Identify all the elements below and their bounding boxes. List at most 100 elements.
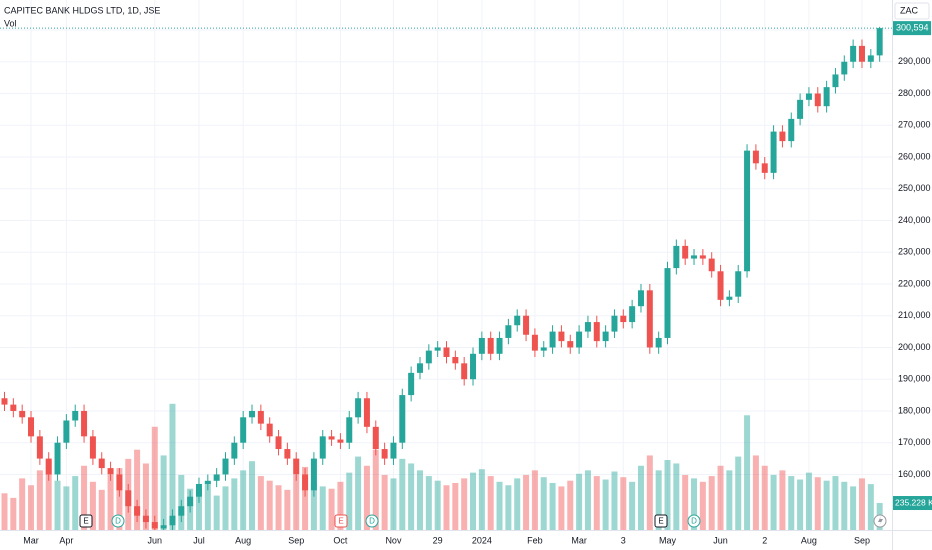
x-tick-label: Aug (801, 535, 817, 545)
y-tick-label: 240,000 (898, 215, 931, 225)
candle-body (195, 483, 202, 497)
event-marker[interactable] (687, 514, 701, 528)
volume-bar (337, 481, 344, 530)
event-marker[interactable] (79, 514, 93, 528)
last-volume-box (893, 496, 932, 511)
candle-body (134, 506, 141, 516)
volume-bar (293, 474, 300, 530)
candle-body (169, 515, 176, 526)
volume-bar (549, 482, 556, 530)
volume-bar (81, 465, 88, 530)
candle-body (284, 449, 291, 459)
x-tick-label: Mar (23, 535, 39, 545)
volume-bar (487, 476, 494, 530)
y-tick-label: 170,000 (898, 437, 931, 447)
volume-bar (346, 472, 353, 530)
y-tick-label: 230,000 (898, 247, 931, 257)
volume-bar (452, 482, 459, 530)
event-label: D (691, 517, 697, 526)
y-tick-label: 200,000 (898, 342, 931, 352)
candle-body (328, 436, 335, 440)
candle-body (54, 442, 61, 475)
volume-bar (531, 470, 538, 530)
y-tick-label: 220,000 (898, 278, 931, 288)
volume-bar (151, 426, 158, 530)
x-tick-label: Sep (854, 535, 870, 545)
event-marker[interactable] (654, 514, 668, 528)
candle-body (761, 163, 768, 173)
candle-body (558, 331, 565, 342)
x-tick-label: Sep (288, 535, 304, 545)
volume-bar (823, 480, 830, 530)
volume-bar (841, 481, 848, 530)
volume-bar (788, 476, 795, 530)
x-tick-label: Oct (333, 535, 348, 545)
volume-bar (805, 472, 812, 530)
candle-body (443, 347, 450, 357)
volume-bar (160, 455, 167, 530)
volume-bar (620, 477, 627, 530)
x-tick-label: 2024 (472, 535, 492, 545)
candle-body (142, 515, 149, 523)
volume-bar (89, 481, 96, 530)
candle-body (496, 337, 503, 354)
volume-bar (222, 486, 229, 530)
candle-body (814, 93, 821, 107)
candle-body (487, 337, 494, 354)
candle-body (611, 315, 618, 332)
volume-title: Vol (4, 18, 17, 28)
volume-bar (284, 489, 291, 530)
candle-body (655, 337, 662, 348)
candle-body (867, 55, 874, 62)
event-marker[interactable] (334, 514, 348, 528)
volume-bar (195, 492, 202, 530)
currency-box[interactable] (894, 2, 930, 20)
event-marker[interactable] (111, 514, 125, 528)
volume-bar (319, 486, 326, 530)
volume-bar (204, 482, 211, 530)
volume-bar (36, 470, 43, 530)
volume-bar (558, 486, 565, 530)
event-label: E (658, 517, 663, 526)
candle-body (36, 436, 43, 459)
candle-body (355, 398, 362, 418)
volume-bar (461, 478, 468, 530)
candle-body (204, 480, 211, 484)
volume-bar (593, 476, 600, 530)
candle-body (125, 490, 132, 507)
volume-bar (744, 415, 751, 530)
volume-bar (381, 474, 388, 530)
candle-body (744, 150, 751, 272)
candle-body (602, 331, 609, 342)
candle-body (72, 410, 79, 421)
volume-bar (425, 476, 432, 530)
candle-body (160, 525, 167, 529)
volume-bar (584, 470, 591, 530)
volume-bar (355, 456, 362, 530)
candle-body (752, 150, 759, 164)
candle-body (293, 458, 300, 475)
x-tick-label: May (659, 535, 677, 545)
volume-bar (629, 481, 636, 530)
candle-body (346, 417, 353, 443)
currency[interactable]: ZAC (900, 5, 919, 15)
volume-bar (249, 461, 256, 530)
volume-bar (363, 465, 370, 530)
volume-bar (708, 476, 715, 530)
candle-body (98, 458, 105, 469)
volume-bar (655, 470, 662, 530)
volume-bar (98, 489, 105, 530)
event-marker[interactable] (365, 514, 379, 528)
candle-body (646, 290, 653, 348)
volume-bar (576, 473, 583, 530)
candle-body (310, 458, 317, 491)
candle-body (275, 436, 282, 450)
candle-body (576, 331, 583, 348)
candle-body (549, 331, 556, 348)
candle-body (691, 255, 698, 259)
volume-bar (814, 477, 821, 530)
candle-body (770, 131, 777, 173)
volume-bar (637, 465, 644, 530)
candle-body (699, 255, 706, 259)
